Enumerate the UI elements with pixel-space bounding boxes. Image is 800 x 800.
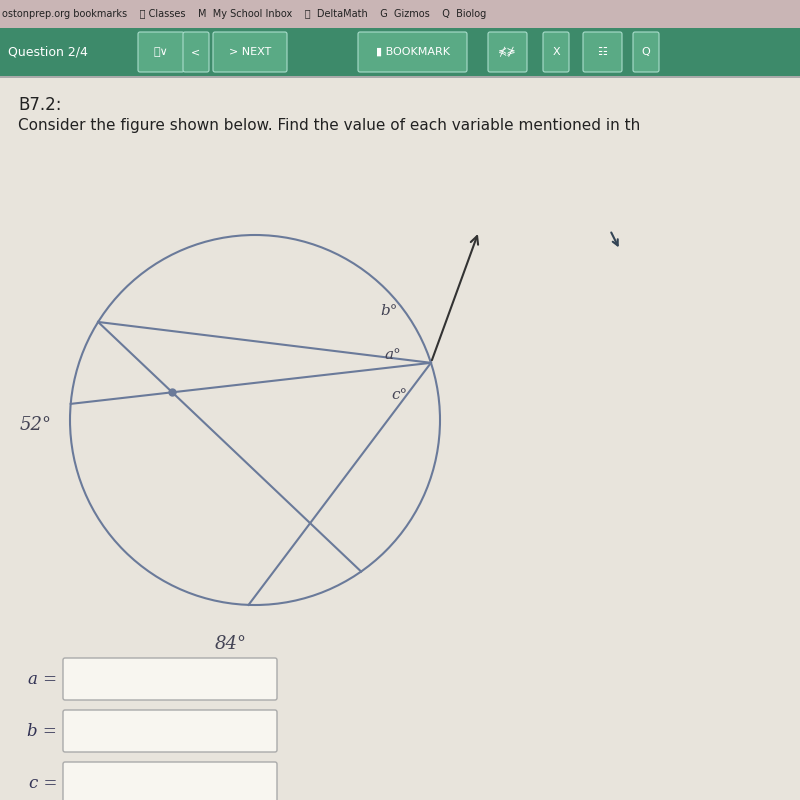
Text: <: < <box>191 47 201 57</box>
Text: ⓘ∨: ⓘ∨ <box>154 47 168 57</box>
Text: 84°: 84° <box>215 635 247 653</box>
Text: ☷: ☷ <box>598 47 607 57</box>
Text: 52°: 52° <box>20 416 52 434</box>
FancyBboxPatch shape <box>213 32 287 72</box>
Text: B7.2:: B7.2: <box>18 96 62 114</box>
FancyBboxPatch shape <box>63 658 277 700</box>
Text: X: X <box>552 47 560 57</box>
FancyBboxPatch shape <box>583 32 622 72</box>
Text: c =: c = <box>29 774 57 791</box>
Bar <box>0 76 800 78</box>
FancyBboxPatch shape <box>543 32 569 72</box>
Text: Q: Q <box>642 47 650 57</box>
Text: ▮ BOOKMARK: ▮ BOOKMARK <box>375 47 450 57</box>
Text: a°: a° <box>385 348 402 362</box>
Bar <box>0 0 800 28</box>
Text: ostonprep.org bookmarks    ⬛ Classes    M  My School Inbox    ⬛  DeltaMath    G : ostonprep.org bookmarks ⬛ Classes M My S… <box>2 9 486 19</box>
Text: c°: c° <box>391 388 407 402</box>
Text: b°: b° <box>380 304 398 318</box>
Text: b =: b = <box>27 722 57 739</box>
FancyBboxPatch shape <box>488 32 527 72</box>
Text: > NEXT: > NEXT <box>229 47 271 57</box>
Text: Consider the figure shown below. Find the value of each variable mentioned in th: Consider the figure shown below. Find th… <box>18 118 640 133</box>
FancyBboxPatch shape <box>633 32 659 72</box>
Bar <box>0 28 800 76</box>
FancyBboxPatch shape <box>138 32 184 72</box>
FancyBboxPatch shape <box>183 32 209 72</box>
Text: ⋠⋡: ⋠⋡ <box>498 47 517 57</box>
FancyBboxPatch shape <box>63 710 277 752</box>
Text: a =: a = <box>28 670 57 687</box>
FancyBboxPatch shape <box>63 762 277 800</box>
Text: Question 2/4: Question 2/4 <box>8 46 88 58</box>
FancyBboxPatch shape <box>358 32 467 72</box>
